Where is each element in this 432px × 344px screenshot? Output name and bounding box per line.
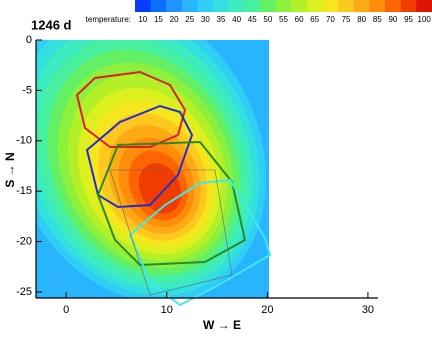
zone-grey (109, 169, 233, 296)
colorbar-label: 80 (357, 15, 366, 24)
chart-title: 1246 d (31, 17, 72, 32)
colorbar-label: 10 (138, 15, 147, 24)
y-axis-label: S → N (3, 152, 17, 187)
colorbar-label: 35 (217, 15, 226, 24)
colorbar-cell (166, 0, 183, 12)
y-tick-label: -25 (16, 286, 32, 298)
colorbar-label: 70 (326, 15, 335, 24)
colorbar-label: 75 (342, 15, 351, 24)
colorbar-cell (275, 0, 292, 12)
colorbar-cell (400, 0, 417, 12)
y-tick-label: -10 (16, 135, 32, 147)
contour-field (36, 40, 269, 298)
colorbar-cell (306, 0, 324, 12)
colorbar-label: 50 (263, 15, 272, 24)
colorbar-label: 25 (185, 15, 194, 24)
y-tick-label: 0 (26, 34, 32, 46)
y-tick-label: -20 (16, 235, 32, 247)
colorbar-cell (416, 0, 432, 12)
colorbar-label: 20 (170, 15, 179, 24)
x-tick-label: 30 (362, 304, 374, 316)
colorbar-label: 40 (232, 15, 241, 24)
zone-outlines (75, 70, 272, 307)
colorbar-label: 60 (295, 15, 304, 24)
colorbar-cell (291, 0, 308, 12)
colorbar-label: 65 (310, 15, 319, 24)
colorbar-label: 100 (418, 15, 432, 24)
colorbar-cell (338, 0, 355, 12)
y-tick-label: -15 (16, 185, 32, 197)
colorbar-cell (228, 0, 245, 12)
colorbar-label: 95 (404, 15, 413, 24)
colorbar-cell (150, 0, 167, 12)
x-tick-label: 10 (161, 304, 173, 316)
colorbar-label: 30 (201, 15, 210, 24)
zone-cyan (128, 178, 272, 307)
colorbar-cell (385, 0, 402, 12)
x-axis-label: W → E (203, 318, 241, 332)
colorbar-cell (135, 0, 152, 12)
colorbar-cell (181, 0, 199, 12)
colorbar-cell (322, 0, 339, 12)
x-tick-label: 0 (63, 304, 69, 316)
colorbar-cell (260, 0, 277, 12)
colorbar-cell (353, 0, 370, 12)
colorbar-label: 90 (388, 15, 397, 24)
y-tick-label: -5 (22, 84, 32, 96)
colorbar-label: 85 (373, 15, 382, 24)
colorbar-label: 45 (248, 15, 257, 24)
x-tick-label: 20 (261, 304, 273, 316)
zone-blue (85, 104, 194, 209)
colorbar-label: 15 (154, 15, 163, 24)
zone-green (96, 140, 247, 267)
colorbar-cell (213, 0, 230, 12)
colorbar-cell (369, 0, 386, 12)
colorbar-cell (244, 0, 261, 12)
legend-label: temperature: (86, 15, 131, 24)
colorbar-cell (197, 0, 214, 12)
zone-red (75, 70, 187, 148)
colorbar-label: 55 (279, 15, 288, 24)
